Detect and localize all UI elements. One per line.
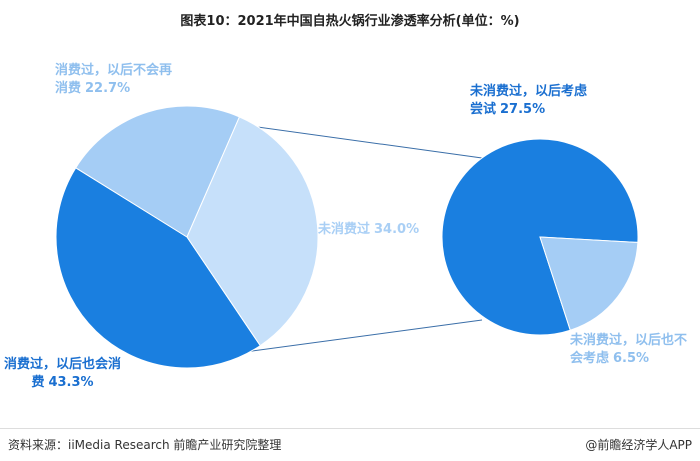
connector — [242, 124, 483, 159]
chart-title: 图表10：2021年中国自热火锅行业渗透率分析(单位：%) — [180, 14, 520, 29]
slice-label: 未消费过，以后考虑尝试 27.5% — [470, 83, 588, 119]
divider — [0, 428, 700, 429]
pie-slice — [539, 236, 639, 331]
slice-name: 未消费过 — [318, 222, 371, 237]
slice-name: 消费过，以后也会消费 — [3, 357, 121, 390]
value-label: 22.7% — [85, 81, 131, 96]
slice-name: 消费过，以后不会再消费 — [55, 63, 173, 96]
slice-label: 未消费过 34.0% — [318, 221, 458, 239]
pie-slice — [186, 116, 319, 347]
slice-label: 消费过，以后不会再消费 22.7% — [55, 62, 183, 98]
value-label: 34.0% — [374, 222, 420, 237]
brand: @前瞻经济学人APP — [585, 438, 692, 452]
value-label: 43.3% — [48, 375, 94, 390]
connector — [244, 319, 483, 353]
slice-label: 未消费过，以后也不会考虑 6.5% — [570, 332, 688, 368]
pie-slice — [75, 105, 241, 238]
value-label: 6.5% — [613, 351, 650, 366]
source: 资料来源：iiMedia Research 前瞻产业研究院整理 — [8, 438, 282, 452]
pie-slice — [55, 167, 261, 369]
slice-label: 消费过，以后也会消费 43.3% — [0, 356, 125, 392]
slice-name: 未消费过，以后考虑尝试 — [470, 84, 588, 117]
value-label: 27.5% — [500, 102, 546, 117]
slice-name: 未消费过，以后也不会考虑 — [570, 333, 688, 366]
